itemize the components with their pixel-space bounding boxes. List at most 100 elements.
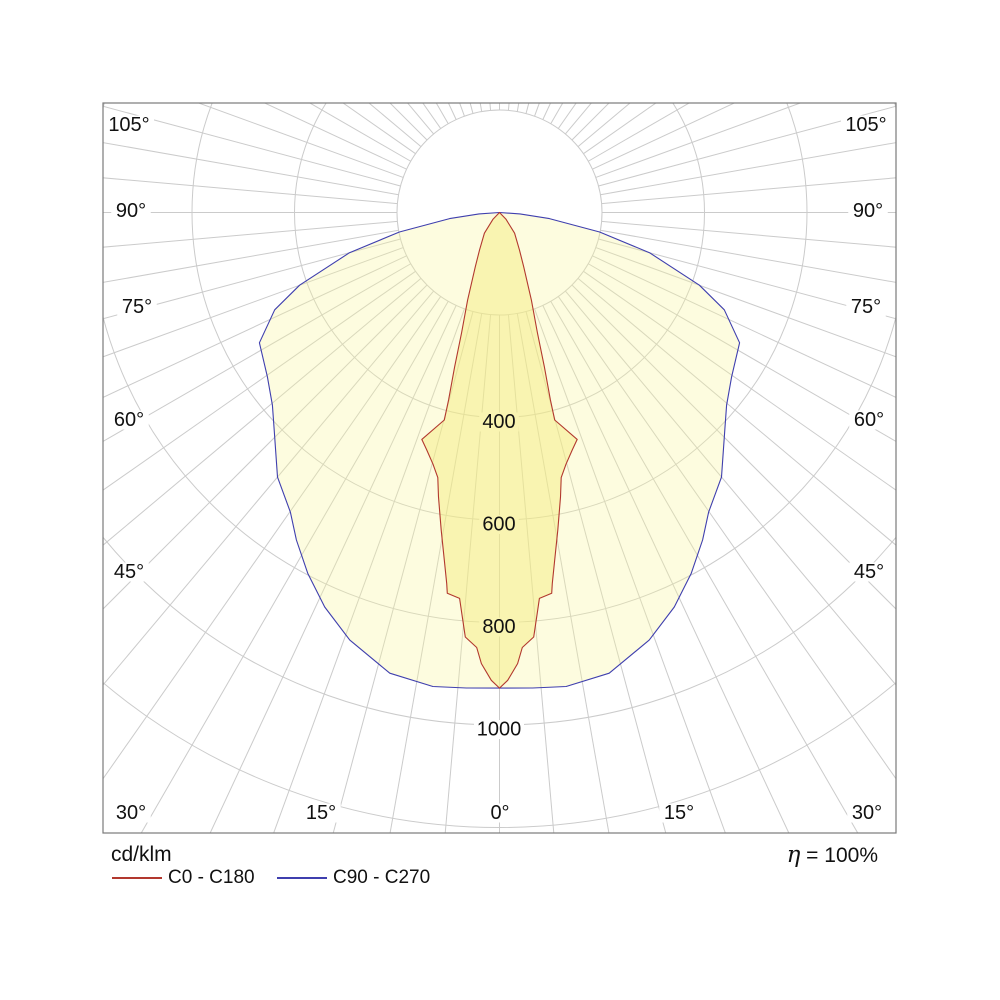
- grid-spoke-70: [595, 247, 896, 358]
- grid-spoke-245: [263, 103, 407, 170]
- grid-spoke-75: [598, 238, 896, 320]
- grid-spoke-30: [550, 301, 859, 833]
- plot-area: [103, 103, 896, 833]
- legend-line-red: [112, 877, 162, 879]
- grid-spoke-25: [542, 305, 790, 833]
- grid-spoke-285: [103, 238, 401, 320]
- label-chip: [109, 562, 149, 582]
- angle-label: 30°: [852, 802, 882, 824]
- radial-tick-label: 600: [482, 514, 515, 536]
- label-chip: [479, 617, 519, 637]
- legend-item-c0-c180: C0 - C180: [112, 867, 272, 889]
- label-chip: [111, 201, 151, 221]
- grid-spoke-50: [577, 278, 896, 546]
- grid-spoke-125: [583, 103, 657, 155]
- grid-spoke-325: [103, 296, 442, 780]
- grid-spoke-20: [534, 308, 726, 833]
- grid-spoke-185: [489, 103, 492, 111]
- grid-spoke-275: [103, 220, 398, 248]
- grid-spoke-280: [103, 229, 399, 283]
- grid-spoke-155: [542, 103, 552, 120]
- grid-spoke-85: [601, 220, 896, 248]
- efficiency-label: η = 100%: [598, 842, 878, 868]
- label-chip: [104, 115, 154, 135]
- grid-spoke-310: [103, 278, 422, 546]
- grid-spoke-80: [600, 229, 896, 283]
- angle-label: 60°: [854, 409, 884, 431]
- label-chip: [659, 803, 699, 823]
- angle-label: 75°: [122, 296, 152, 318]
- angle-label: 90°: [853, 200, 883, 222]
- grid-spoke-340: [273, 308, 465, 833]
- efficiency-value: = 100%: [800, 844, 878, 867]
- angle-label: 45°: [854, 561, 884, 583]
- grid-spoke-205: [447, 103, 457, 120]
- label-chip: [846, 297, 886, 317]
- eta-symbol: η: [786, 842, 801, 868]
- grid-spoke-350: [389, 313, 483, 833]
- grid-spoke-150: [550, 103, 564, 124]
- grid-spoke-195: [469, 103, 474, 114]
- label-chip: [485, 803, 515, 823]
- legend-label-c90-c270: C90 - C270: [333, 867, 431, 888]
- angle-label: 60°: [114, 409, 144, 431]
- grid-spoke-110: [595, 103, 802, 178]
- grid-spoke-210: [435, 103, 449, 124]
- label-chip: [479, 515, 519, 534]
- angle-label: 105°: [108, 114, 149, 136]
- grid-spoke-145: [557, 103, 577, 129]
- label-chip: [479, 412, 519, 432]
- radial-tick-label: 1000: [477, 719, 522, 741]
- grid-spoke-65: [592, 255, 896, 398]
- grid-spoke-235: [342, 103, 416, 155]
- grid-spoke-105: [598, 105, 896, 187]
- label-chip: [841, 115, 891, 135]
- grid-spoke-115: [592, 103, 736, 170]
- grid-spoke-230: [368, 103, 422, 147]
- legend-label-c0-c180: C0 - C180: [168, 867, 255, 888]
- grid-spoke-55: [583, 270, 896, 491]
- grid-spoke-335: [209, 305, 457, 833]
- grid-spoke-265: [103, 177, 398, 205]
- grid-spoke-120: [588, 103, 691, 162]
- grid-spoke-45: [571, 284, 896, 610]
- grid-spoke-240: [308, 103, 411, 162]
- grid-spoke-160: [534, 103, 540, 117]
- label-chip: [109, 410, 149, 430]
- grid-spoke-190: [479, 103, 483, 112]
- angle-label: 0°: [490, 802, 509, 824]
- grid-spoke-290: [103, 247, 404, 358]
- angle-label: 90°: [116, 200, 146, 222]
- grid-spoke-200: [459, 103, 465, 117]
- grid-spoke-260: [103, 142, 399, 196]
- legend-line-blue: [277, 877, 327, 879]
- angle-label: 15°: [306, 802, 336, 824]
- grid-spoke-100: [600, 142, 896, 196]
- radial-tick-label: 400: [482, 411, 515, 433]
- grid-spoke-250: [197, 103, 404, 178]
- label-chip: [849, 410, 889, 430]
- legend-item-c90-c270: C90 - C270: [277, 867, 437, 889]
- grid-spoke-135: [571, 103, 610, 141]
- angle-label: 75°: [851, 296, 881, 318]
- label-chip: [117, 297, 157, 317]
- grid-spoke-130: [577, 103, 631, 147]
- angle-label: 45°: [114, 561, 144, 583]
- grid-spoke-330: [140, 301, 449, 833]
- grid-spoke-165: [525, 103, 530, 114]
- angle-label: 15°: [664, 802, 694, 824]
- label-chip: [849, 562, 889, 582]
- grid-spoke-305: [103, 270, 416, 491]
- grid-spoke-175: [507, 103, 510, 111]
- grid-spoke-95: [601, 177, 896, 205]
- label-chip: [111, 803, 151, 823]
- grid-spoke-215: [422, 103, 442, 129]
- angle-label: 30°: [116, 802, 146, 824]
- grid-spoke-315: [103, 284, 428, 610]
- grid-spoke-35: [557, 296, 896, 780]
- unit-label: cd/klm: [111, 843, 172, 866]
- radial-tick-label: 800: [482, 616, 515, 638]
- grid-spoke-225: [389, 103, 428, 141]
